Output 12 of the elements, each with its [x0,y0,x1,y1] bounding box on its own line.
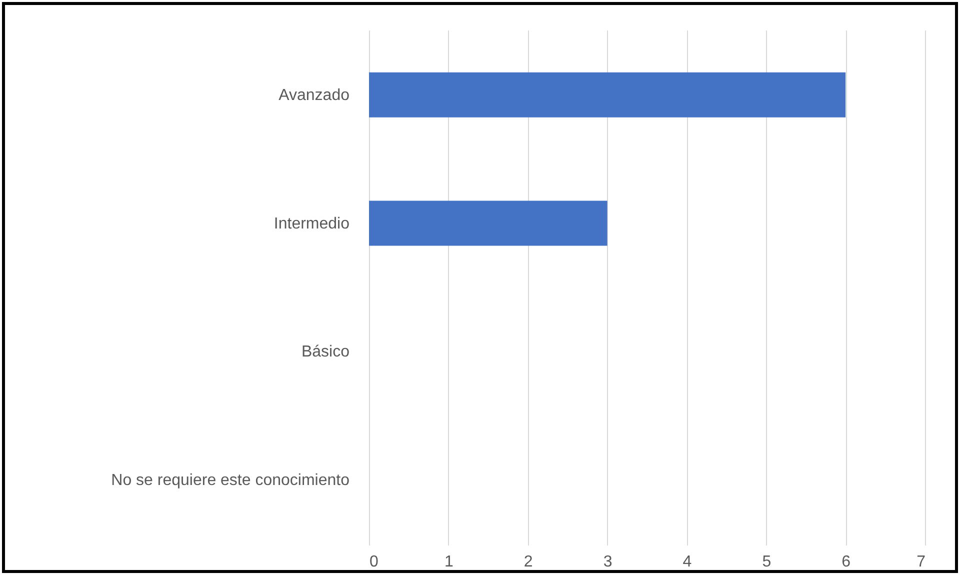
x-tick-label: 4 [682,554,692,570]
y-tick-label: Avanzado [278,86,350,104]
y-tick-label: Básico [301,344,350,361]
x-tick-label: 6 [842,554,851,570]
y-tick-label: No se requiere este conocimiento [111,472,350,490]
x-tick-label: 2 [524,554,533,570]
x-tick-label: 5 [762,554,772,570]
x-tick-label: 3 [603,554,612,570]
x-tick-label: 0 [370,554,378,570]
x-tick-label: 1 [444,554,454,570]
y-tick-label: Intermedio [274,215,350,232]
x-tick-label: 7 [916,554,926,570]
